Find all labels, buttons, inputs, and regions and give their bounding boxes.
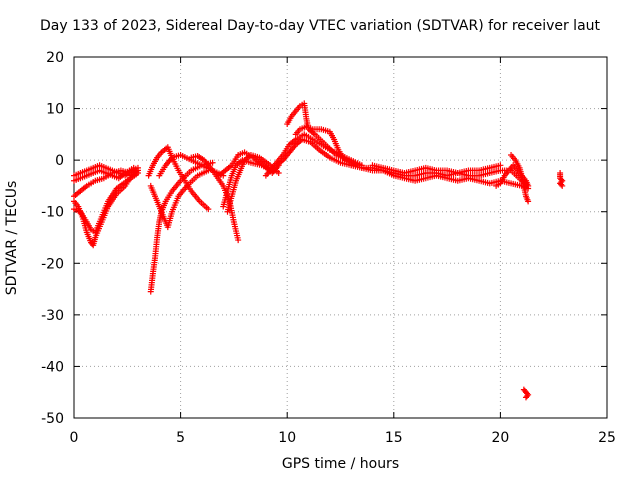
- y-tick-label: 10: [46, 102, 64, 118]
- data-point-track-e: [134, 167, 141, 174]
- x-tick-label: 20: [491, 430, 509, 446]
- x-axis-label: GPS time / hours: [281, 456, 400, 472]
- x-tick-label: 25: [598, 430, 616, 446]
- x-tick-label: 5: [176, 430, 185, 446]
- y-tick-label: 20: [46, 50, 64, 66]
- chart-title: Day 133 of 2023, Sidereal Day-to-day VTE…: [39, 18, 601, 34]
- data-point-track-w: [522, 394, 529, 401]
- x-tick-label: 15: [385, 430, 403, 446]
- plot-frame: [73, 56, 608, 419]
- y-tick-label: -20: [41, 256, 64, 272]
- y-axis-label: SDTVAR / TECUs: [4, 180, 20, 296]
- data-point-track-x: [558, 181, 565, 188]
- y-tick-label: -10: [41, 205, 64, 221]
- y-tick-label: -30: [41, 308, 64, 324]
- data-point-track-x: [559, 182, 566, 189]
- data-point-track-g: [205, 206, 212, 213]
- data-point-track-f: [209, 159, 216, 166]
- data-point-track-v: [525, 198, 532, 205]
- y-tick-label: -40: [41, 359, 64, 375]
- data-point-track-j: [235, 237, 242, 244]
- data-point-track-w: [524, 393, 531, 400]
- y-tick-label: 0: [55, 153, 64, 169]
- y-tick-label: -50: [41, 411, 64, 427]
- data-point-track-l: [275, 170, 282, 177]
- x-tick-label: 10: [278, 430, 296, 446]
- x-tick-label: 0: [70, 430, 79, 446]
- data-point-track-t: [497, 162, 504, 169]
